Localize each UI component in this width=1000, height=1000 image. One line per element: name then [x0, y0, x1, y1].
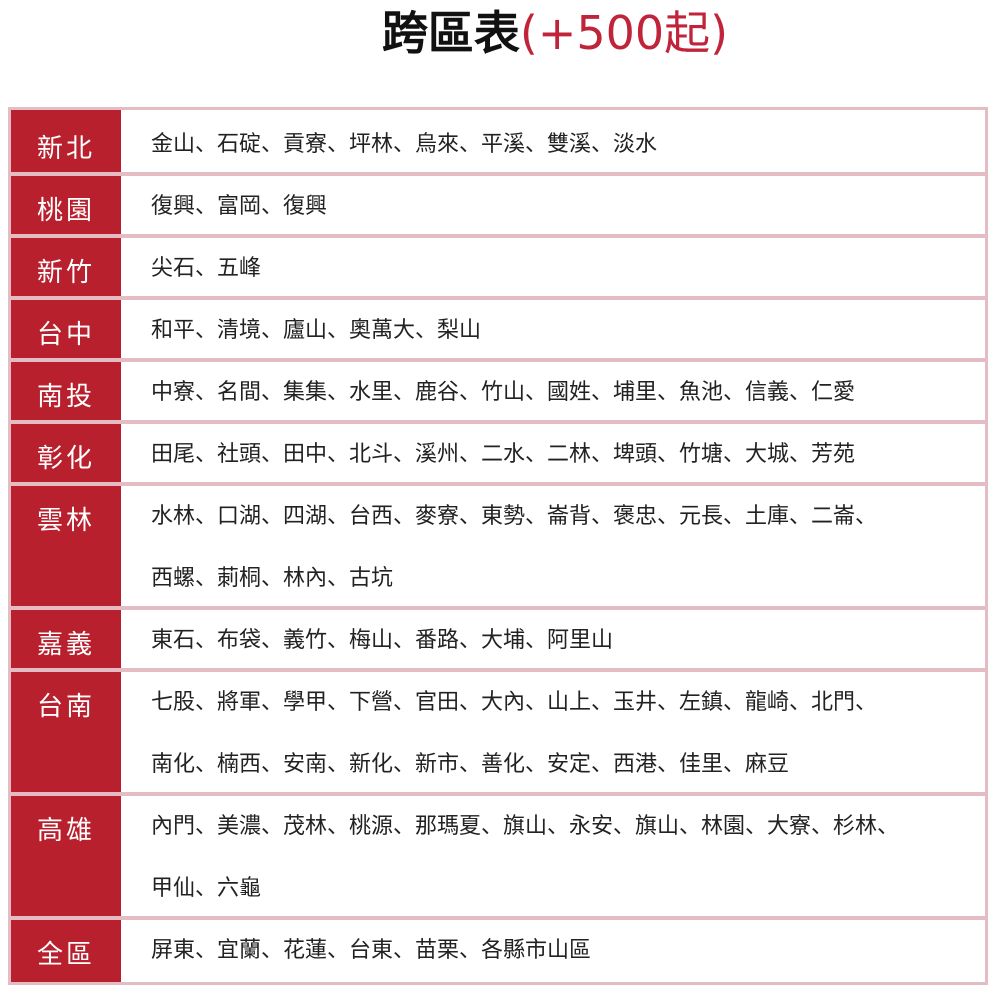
region-label: 雲林: [11, 486, 121, 606]
region-label: 台南: [11, 672, 121, 792]
district-list: 田尾、社頭、田中、北斗、溪州、二水、二林、埤頭、竹塘、大城、芳苑: [121, 412, 985, 482]
district-line: 和平、清境、廬山、奧萬大、梨山: [151, 318, 482, 343]
district-line: 尖石、五峰: [151, 256, 262, 281]
district-list: 中寮、名間、集集、水里、鹿谷、竹山、國姓、埔里、魚池、信義、仁愛: [121, 350, 985, 420]
page-title: 跨區表(+500起): [0, 2, 1000, 64]
region-label: 新北: [11, 110, 121, 172]
table-row: 高雄 內門、美濃、茂林、桃源、那瑪夏、旗山、永安、旗山、林園、大寮、杉林、 甲仙、六…: [11, 796, 985, 920]
district-list: 七股、將軍、學甲、下營、官田、大內、山上、玉井、左鎮、龍崎、北門、 南化、楠西、安…: [121, 660, 985, 792]
region-label: 桃園: [11, 176, 121, 234]
region-label: 彰化: [11, 424, 121, 482]
table-row: 台南 七股、將軍、學甲、下營、官田、大內、山上、玉井、左鎮、龍崎、北門、 南化、楠西…: [11, 672, 985, 796]
district-list: 水林、口湖、四湖、台西、麥寮、東勢、崙背、褒忠、元長、土庫、二崙、 西螺、莿桐、林…: [121, 474, 985, 606]
title-surcharge: (+500起): [519, 6, 729, 60]
table-row: 新北 金山、石碇、貢寮、坪林、烏來、平溪、雙溪、淡水: [11, 110, 985, 176]
district-list: 內門、美濃、茂林、桃源、那瑪夏、旗山、永安、旗山、林園、大寮、杉林、 甲仙、六龜: [121, 784, 985, 916]
region-label: 南投: [11, 362, 121, 420]
region-label: 全區: [11, 920, 121, 982]
region-label: 嘉義: [11, 610, 121, 668]
district-line: 七股、將軍、學甲、下營、官田、大內、山上、玉井、左鎮、龍崎、北門、: [151, 690, 878, 715]
table-row: 桃園 復興、富岡、復興: [11, 176, 985, 238]
district-line: 南化、楠西、安南、新化、新市、善化、安定、西港、佳里、麻豆: [151, 752, 790, 777]
district-line: 中寮、名間、集集、水里、鹿谷、竹山、國姓、埔里、魚池、信義、仁愛: [151, 380, 856, 405]
table-row: 全區 屏東、宜蘭、花蓮、台東、苗栗、各縣市山區: [11, 920, 985, 982]
district-list: 金山、石碇、貢寮、坪林、烏來、平溪、雙溪、淡水: [121, 98, 985, 172]
table-row: 雲林 水林、口湖、四湖、台西、麥寮、東勢、崙背、褒忠、元長、土庫、二崙、 西螺、莿桐…: [11, 486, 985, 610]
table-row: 嘉義 東石、布袋、義竹、梅山、番路、大埔、阿里山: [11, 610, 985, 672]
district-line: 復興、富岡、復興: [151, 194, 328, 219]
district-line: 內門、美濃、茂林、桃源、那瑪夏、旗山、永安、旗山、林園、大寮、杉林、: [151, 814, 900, 839]
region-label: 新竹: [11, 238, 121, 296]
district-list: 和平、清境、廬山、奧萬大、梨山: [121, 288, 985, 358]
table-row: 南投 中寮、名間、集集、水里、鹿谷、竹山、國姓、埔里、魚池、信義、仁愛: [11, 362, 985, 424]
title-main: 跨區表: [381, 6, 520, 60]
district-line: 東石、布袋、義竹、梅山、番路、大埔、阿里山: [151, 628, 614, 653]
district-line: 田尾、社頭、田中、北斗、溪州、二水、二林、埤頭、竹塘、大城、芳苑: [151, 442, 856, 467]
district-list: 復興、富岡、復興: [121, 164, 985, 234]
district-line: 甲仙、六龜: [151, 876, 262, 901]
table-row: 新竹 尖石、五峰: [11, 238, 985, 300]
region-label: 高雄: [11, 796, 121, 916]
district-line: 金山、石碇、貢寮、坪林、烏來、平溪、雙溪、淡水: [151, 132, 658, 157]
district-list: 屏東、宜蘭、花蓮、台東、苗栗、各縣市山區: [121, 908, 985, 982]
district-line: 屏東、宜蘭、花蓮、台東、苗栗、各縣市山區: [151, 938, 592, 963]
district-list: 東石、布袋、義竹、梅山、番路、大埔、阿里山: [121, 598, 985, 668]
region-table: 新北 金山、石碇、貢寮、坪林、烏來、平溪、雙溪、淡水桃園 復興、富岡、復興新竹 尖石、…: [8, 107, 988, 985]
table-row: 彰化 田尾、社頭、田中、北斗、溪州、二水、二林、埤頭、竹塘、大城、芳苑: [11, 424, 985, 486]
table-row: 台中 和平、清境、廬山、奧萬大、梨山: [11, 300, 985, 362]
region-label: 台中: [11, 300, 121, 358]
district-line: 西螺、莿桐、林內、古坑: [151, 566, 394, 591]
district-list: 尖石、五峰: [121, 226, 985, 296]
district-line: 水林、口湖、四湖、台西、麥寮、東勢、崙背、褒忠、元長、土庫、二崙、: [151, 504, 878, 529]
